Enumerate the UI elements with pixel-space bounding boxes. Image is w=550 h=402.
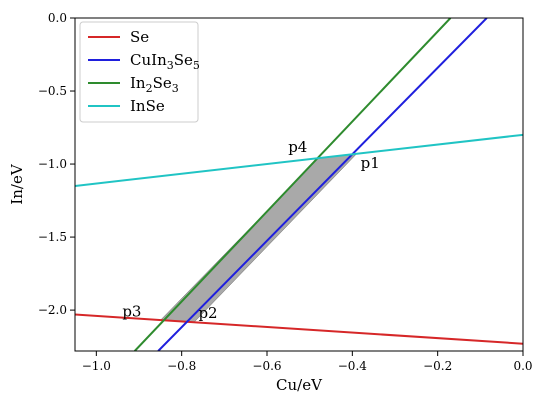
x-tick-label: −0.4 [338,359,368,373]
annotation-p3: p3 [122,302,141,320]
x-tick-label: −0.2 [423,359,452,373]
annotation-p4: p4 [288,138,307,156]
annotation-p2: p2 [198,304,217,322]
y-tick-label: −0.5 [38,84,67,98]
y-tick-label: −1.5 [38,230,67,244]
x-tick-label: −0.8 [167,359,196,373]
series-line-1 [157,18,488,351]
series-line-3 [75,133,523,187]
legend-label-0: Se [130,28,149,46]
x-tick-label: −1.0 [82,359,111,373]
legend-label-1: CuIn3Se5 [130,51,200,72]
y-tick-label: −2.0 [38,303,67,317]
x-tick-label: 0.0 [513,359,532,373]
series-line-2 [134,18,452,351]
plot-frame [74,17,524,352]
y-tick-label: −1.0 [38,157,67,171]
legend-box [79,21,199,123]
y-axis-title: In/eV [8,163,26,205]
legend-label-2: In2Se3 [130,74,179,95]
x-tick-label: −0.6 [252,359,281,373]
x-axis-ticks: −1.0 −0.8 −0.6 −0.4 −0.2 0.0 [82,351,533,373]
annotation-p1: p1 [361,154,380,172]
x-axis-title: Cu/eV [276,376,323,394]
series-line-0 [75,313,523,345]
legend-label-3: InSe [130,97,165,115]
y-tick-label: 0.0 [48,11,67,25]
y-axis-ticks: −2.0 −1.5 −1.0 −0.5 0.0 [38,11,75,317]
point-labels: p1 p2 p3 p4 [122,138,379,322]
series-layer [75,18,523,351]
